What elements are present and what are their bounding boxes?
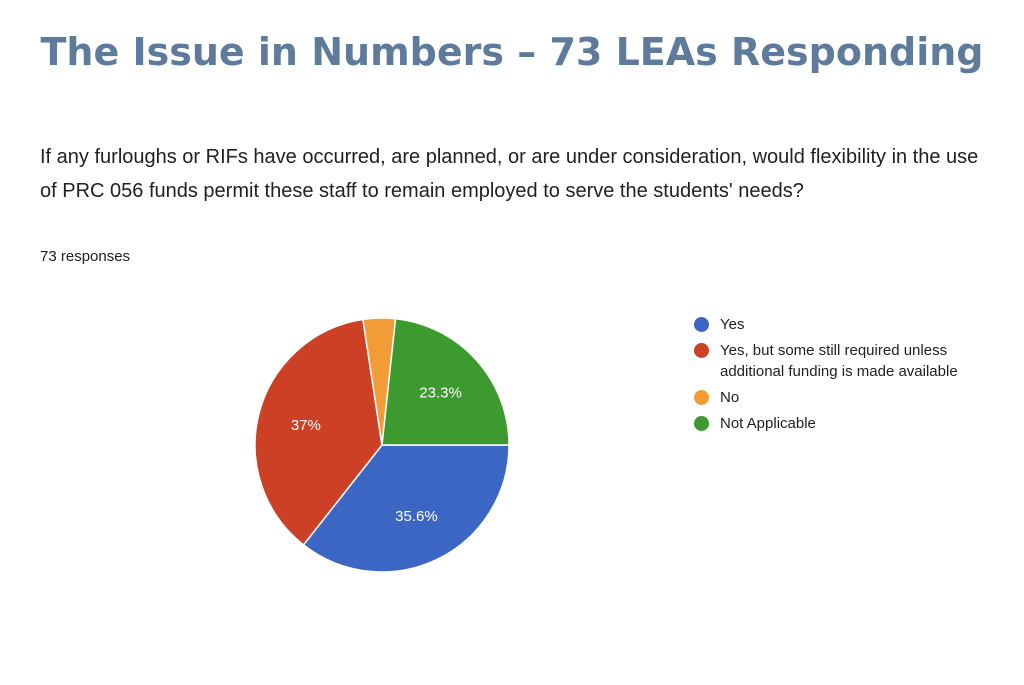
survey-question: If any furloughs or RIFs have occurred, … (40, 146, 979, 202)
legend-item-2: No (694, 387, 1004, 408)
legend-item-0: Yes (694, 314, 1004, 335)
legend-item-1: Yes, but some still required unless addi… (694, 340, 1004, 382)
legend-swatch-icon (694, 343, 709, 358)
pie-slice-1 (254, 318, 383, 546)
pie-slice-label-0: 35.6% (395, 508, 438, 525)
legend-label: Not Applicable (720, 415, 816, 432)
legend-label: Yes, but some still required unless addi… (720, 342, 958, 380)
legend-label: No (720, 389, 740, 406)
pie-slice-0 (302, 444, 510, 573)
response-count: 73 responses (40, 248, 131, 265)
legend-item-3: Not Applicable (694, 413, 1004, 434)
legend-label: Yes (720, 316, 745, 333)
pie-slice-label-1: 37% (291, 417, 321, 434)
legend-swatch-icon (694, 317, 709, 332)
legend-swatch-icon (694, 416, 709, 431)
pie-slice-label-3: 23.3% (419, 384, 462, 401)
chart-legend: Yes Yes, but some still required unless a… (694, 314, 1004, 439)
pie-slice-3 (381, 317, 510, 446)
legend-swatch-icon (694, 390, 709, 405)
slide-title: The Issue in Numbers – 73 LEAs Respondin… (40, 30, 984, 74)
